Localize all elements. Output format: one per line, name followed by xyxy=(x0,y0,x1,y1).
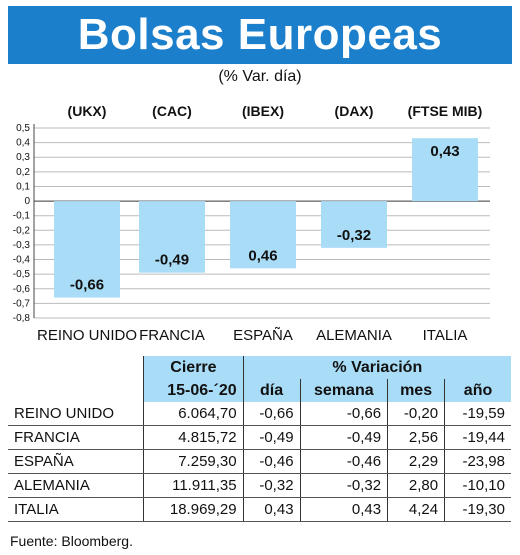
x-tick-label: FRANCIA xyxy=(139,327,205,344)
y-tick-label: 0,3 xyxy=(16,152,30,163)
y-tick-label: -0,8 xyxy=(13,313,31,324)
header-blank xyxy=(8,356,145,379)
y-tick-label: -0,6 xyxy=(13,284,31,295)
row-dia: -0,32 xyxy=(243,473,301,498)
bar xyxy=(139,201,205,273)
row-mes: 4,24 xyxy=(387,497,446,522)
bar xyxy=(321,201,387,248)
row-semana: 0,43 xyxy=(300,497,389,522)
bar xyxy=(230,201,296,269)
row-dia: 0,43 xyxy=(243,497,301,522)
index-label: (FTSE MIB) xyxy=(408,103,483,119)
row-dia: -0,66 xyxy=(243,402,301,426)
index-label: (CAC) xyxy=(152,103,192,119)
y-tick-label: -0,2 xyxy=(13,225,31,236)
title-banner: Bolsas Europeas xyxy=(8,6,512,64)
bar xyxy=(412,138,478,202)
row-name: REINO UNIDO xyxy=(8,402,145,426)
data-label: -0,66 xyxy=(70,277,104,294)
row-semana: -0,49 xyxy=(300,425,389,450)
row-anio: -19,44 xyxy=(444,425,511,450)
table-row: ESPAÑA 7.259,30 -0,46 -0,46 2,29 -23,98 xyxy=(8,449,511,474)
row-name: ALEMANIA xyxy=(8,473,145,498)
header-cierre: Cierre xyxy=(143,356,244,379)
y-tick-label: -0,7 xyxy=(13,298,31,309)
index-label: (UKX) xyxy=(68,103,107,119)
y-tick-label: -0,5 xyxy=(13,269,31,280)
header-variacion: % Variación xyxy=(332,358,423,376)
header-dia: día xyxy=(243,379,301,402)
row-semana: -0,46 xyxy=(300,449,389,474)
row-mes: 2,80 xyxy=(387,473,446,498)
bar-chart: 0,5 0,4 0,3 0,2 0,1 0 -0,1 -0,2 -0,3 -0,4 -0,5 -0,6… xyxy=(13,103,490,344)
y-tick-label: -0,1 xyxy=(13,211,31,222)
x-tick-label: REINO UNIDO xyxy=(37,327,137,344)
data-label: -0,49 xyxy=(155,252,189,269)
header-anio: año xyxy=(444,379,511,402)
header-semana: semana xyxy=(300,379,389,402)
source-note: Fuente: Bloomberg. xyxy=(10,533,133,549)
row-anio: -10,10 xyxy=(444,473,511,498)
table-header-bottom: 15-06-´20 día semana mes año xyxy=(8,379,511,402)
table-row: ITALIA 18.969,29 0,43 0,43 4,24 -19,30 xyxy=(8,497,511,522)
data-label: -0,32 xyxy=(337,227,371,244)
data-label: 0,46 xyxy=(248,247,277,264)
x-tick-label: ESPAÑA xyxy=(233,327,293,344)
row-mes: 2,56 xyxy=(387,425,446,450)
y-tick-label: 0,2 xyxy=(16,167,30,178)
y-tick-label: -0,3 xyxy=(13,240,31,251)
row-name: ESPAÑA xyxy=(8,449,145,474)
index-label: (DAX) xyxy=(335,103,374,119)
row-dia: -0,46 xyxy=(243,449,301,474)
row-semana: -0,66 xyxy=(300,402,389,426)
market-table: Cierre % Variación 15-06-´20 día semana … xyxy=(8,356,511,522)
table-row: FRANCIA 4.815,72 -0,49 -0,49 2,56 -19,44 xyxy=(8,425,511,450)
bar xyxy=(54,201,120,298)
table-row: REINO UNIDO 6.064,70 -0,66 -0,66 -0,20 -… xyxy=(8,402,511,426)
row-dia: -0,49 xyxy=(243,425,301,450)
y-tick-label: 0,1 xyxy=(16,181,30,192)
row-cierre: 7.259,30 xyxy=(143,449,244,474)
row-anio: -19,59 xyxy=(444,402,511,426)
table-header-top: Cierre % Variación xyxy=(8,356,511,379)
x-tick-label: ALEMANIA xyxy=(316,327,392,344)
row-semana: -0,32 xyxy=(300,473,389,498)
row-cierre: 6.064,70 xyxy=(143,402,244,426)
data-label: 0,43 xyxy=(430,143,459,160)
row-name: ITALIA xyxy=(8,497,145,522)
row-cierre: 4.815,72 xyxy=(143,425,244,450)
header-fecha: 15-06-´20 xyxy=(143,379,244,402)
row-anio: -19,30 xyxy=(444,497,511,522)
y-tick-label: 0 xyxy=(24,196,30,207)
row-cierre: 11.911,35 xyxy=(143,473,244,498)
header-mes: mes xyxy=(387,379,446,402)
x-tick-label: ITALIA xyxy=(423,327,468,344)
row-mes: -0,20 xyxy=(387,402,446,426)
row-name: FRANCIA xyxy=(8,425,145,450)
y-tick-label: 0,4 xyxy=(16,138,30,149)
page-title: Bolsas Europeas xyxy=(77,10,443,59)
y-tick-label: 0,5 xyxy=(16,123,30,134)
row-cierre: 18.969,29 xyxy=(143,497,244,522)
header-blank-2 xyxy=(8,379,145,402)
row-anio: -23,98 xyxy=(444,449,511,474)
table-row: ALEMANIA 11.911,35 -0,32 -0,32 2,80 -10,… xyxy=(8,473,511,498)
y-tick-label: -0,4 xyxy=(13,255,31,266)
index-label: (IBEX) xyxy=(242,103,284,119)
chart-subtitle: (% Var. día) xyxy=(218,68,302,85)
row-mes: 2,29 xyxy=(387,449,446,474)
